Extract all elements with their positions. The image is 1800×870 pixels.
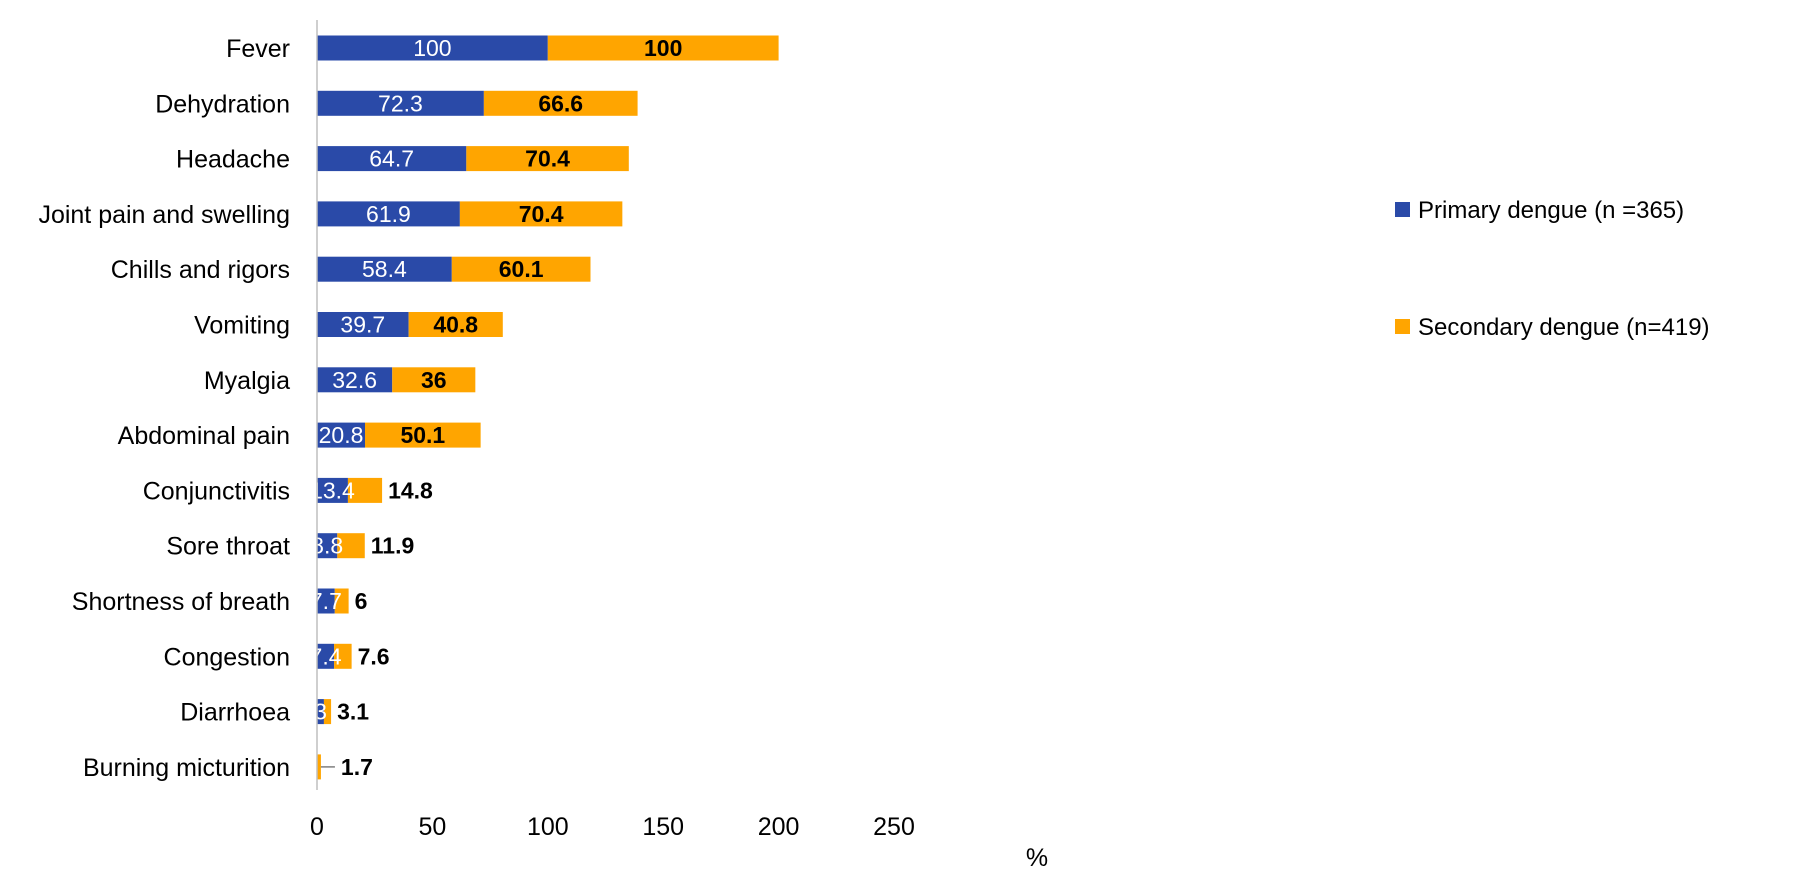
value-label-secondary-shortness-of-breath: 6 <box>355 588 368 614</box>
value-label-primary-congestion: 7.4 <box>310 643 342 669</box>
value-label-secondary-diarrhoea: 3.1 <box>337 699 369 725</box>
bar-primary-chills-and-rigors <box>317 256 452 282</box>
value-label-secondary-vomiting: 40.8 <box>433 312 478 338</box>
legend-swatch-secondary <box>1395 319 1410 334</box>
value-label-secondary-myalgia: 36 <box>421 367 447 393</box>
bar-secondary-diarrhoea <box>323 699 332 725</box>
category-labels: Fever Dehydration Headache Joint pain and s… <box>38 35 290 782</box>
category-label-vomiting: Vomiting <box>194 312 290 340</box>
x-tick-labels: 0 50 100 150 200 250 <box>310 813 915 841</box>
bar-secondary-congestion <box>334 643 352 669</box>
bar-primary-abdominal-pain <box>317 422 366 448</box>
bar-secondary-myalgia <box>392 367 476 393</box>
value-label-primary-joint-pain-and-swelling: 61.9 <box>366 201 411 227</box>
value-label-primary-sore-throat: 8.8 <box>311 533 343 559</box>
x-tick-label-100: 100 <box>527 813 569 841</box>
category-label-myalgia: Myalgia <box>204 367 290 395</box>
x-tick-label-150: 150 <box>642 813 684 841</box>
value-labels: 100 100 72.3 66.6 64.7 70.4 61.9 70.4 58.4 60.1 39… <box>310 35 683 780</box>
value-label-primary-dehydration: 72.3 <box>378 90 423 116</box>
x-tick-label-50: 50 <box>418 813 446 841</box>
bar-secondary-conjunctivitis <box>347 477 383 503</box>
value-label-secondary-headache: 70.4 <box>525 146 570 172</box>
value-label-primary-vomiting: 39.7 <box>340 312 385 338</box>
category-label-shortness-of-breath: Shortness of breath <box>72 588 290 616</box>
category-label-sore-throat: Sore throat <box>166 533 290 561</box>
value-label-secondary-burning-micturition: 1.7 <box>341 754 373 780</box>
bar-primary-joint-pain-and-swelling <box>317 201 460 227</box>
value-label-primary-abdominal-pain: 20.8 <box>319 422 364 448</box>
value-label-secondary-abdominal-pain: 50.1 <box>400 422 445 448</box>
value-label-primary-headache: 64.7 <box>369 146 414 172</box>
value-label-primary-fever: 100 <box>413 35 451 61</box>
legend-label-secondary: Secondary dengue (n=419) <box>1418 314 1710 341</box>
category-label-dehydration: Dehydration <box>155 90 290 118</box>
value-label-primary-shortness-of-breath: 7.7 <box>310 588 342 614</box>
bar-primary-headache <box>317 146 467 172</box>
legend: Primary dengue (n =365) Secondary dengue … <box>1395 197 1710 341</box>
bar-secondary-headache <box>466 146 629 172</box>
category-label-diarrhoea: Diarrhoea <box>180 699 290 727</box>
legend-swatch-primary <box>1395 202 1410 217</box>
bars-layer <box>317 35 779 780</box>
bar-primary-congestion <box>317 643 335 669</box>
category-label-conjunctivitis: Conjunctivitis <box>143 477 290 505</box>
bar-secondary-chills-and-rigors <box>451 256 591 282</box>
bar-secondary-dehydration <box>483 90 638 116</box>
category-label-burning-micturition: Burning micturition <box>83 754 290 782</box>
bar-secondary-burning-micturition <box>317 754 321 780</box>
bar-primary-vomiting <box>317 312 409 337</box>
category-label-chills-and-rigors: Chills and rigors <box>111 256 290 284</box>
category-label-fever: Fever <box>226 35 290 63</box>
bar-secondary-shortness-of-breath <box>334 588 349 614</box>
category-label-abdominal-pain: Abdominal pain <box>118 422 290 450</box>
bar-secondary-joint-pain-and-swelling <box>459 201 623 227</box>
category-label-congestion: Congestion <box>164 643 290 671</box>
bar-primary-shortness-of-breath <box>317 588 335 614</box>
bar-secondary-sore-throat <box>337 533 365 559</box>
value-label-secondary-congestion: 7.6 <box>358 643 390 669</box>
bar-primary-myalgia <box>317 367 393 393</box>
bar-primary-sore-throat <box>317 533 338 559</box>
value-label-secondary-dehydration: 66.6 <box>538 90 583 116</box>
value-label-primary-myalgia: 32.6 <box>332 367 377 393</box>
value-label-secondary-conjunctivitis: 14.8 <box>388 477 433 503</box>
value-label-secondary-sore-throat: 11.9 <box>371 533 415 559</box>
bar-primary-conjunctivitis <box>317 477 348 503</box>
bar-secondary-vomiting <box>408 312 503 337</box>
bar-primary-dehydration <box>317 90 484 116</box>
value-label-secondary-fever: 100 <box>644 35 682 61</box>
x-tick-label-200: 200 <box>758 813 800 841</box>
value-label-primary-diarrhoea: 3 <box>314 699 327 725</box>
value-label-primary-chills-and-rigors: 58.4 <box>362 256 407 282</box>
x-tick-label-250: 250 <box>873 813 915 841</box>
category-label-joint-pain-and-swelling: Joint pain and swelling <box>38 201 290 229</box>
value-label-secondary-joint-pain-and-swelling: 70.4 <box>519 201 564 227</box>
legend-label-primary: Primary dengue (n =365) <box>1418 197 1684 224</box>
category-label-headache: Headache <box>176 146 290 174</box>
bar-secondary-abdominal-pain <box>365 422 481 448</box>
x-axis-title: % <box>1026 844 1048 870</box>
x-tick-label-0: 0 <box>310 813 324 841</box>
bar-secondary-fever <box>547 35 779 61</box>
value-label-secondary-chills-and-rigors: 60.1 <box>499 256 544 282</box>
bar-primary-diarrhoea <box>317 699 324 725</box>
bar-primary-fever <box>317 35 548 61</box>
